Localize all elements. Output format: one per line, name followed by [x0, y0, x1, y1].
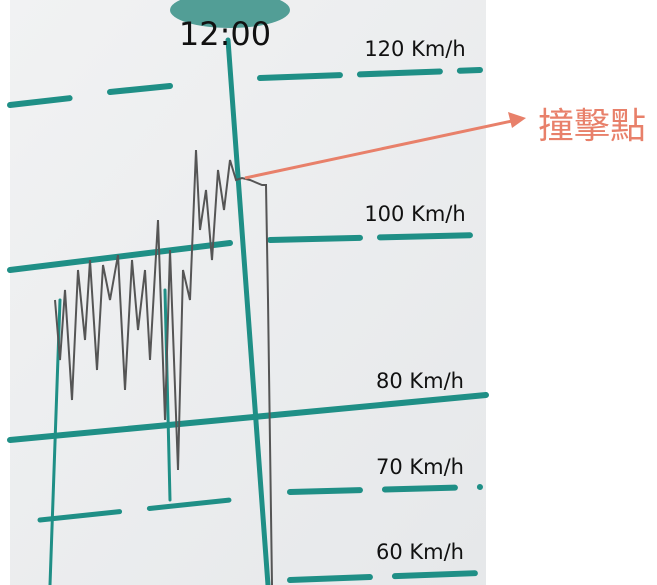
- speed-label: 80 Km/h: [376, 369, 464, 393]
- speed-label: 120 Km/h: [364, 37, 465, 61]
- arrow-head: [508, 112, 526, 128]
- speed-label: 60 Km/h: [376, 540, 464, 564]
- tachograph-photo: 12:00 120 Km/h 100 Km/h 80 Km/h 70 Km/h …: [0, 0, 657, 585]
- page: 12:00 120 Km/h 100 Km/h 80 Km/h 70 Km/h …: [0, 0, 657, 585]
- time-label: 12:00: [179, 15, 271, 53]
- speed-label: 70 Km/h: [376, 455, 464, 479]
- impact-annotation: 撞擊點: [538, 106, 646, 147]
- speed-label: 100 Km/h: [364, 202, 465, 226]
